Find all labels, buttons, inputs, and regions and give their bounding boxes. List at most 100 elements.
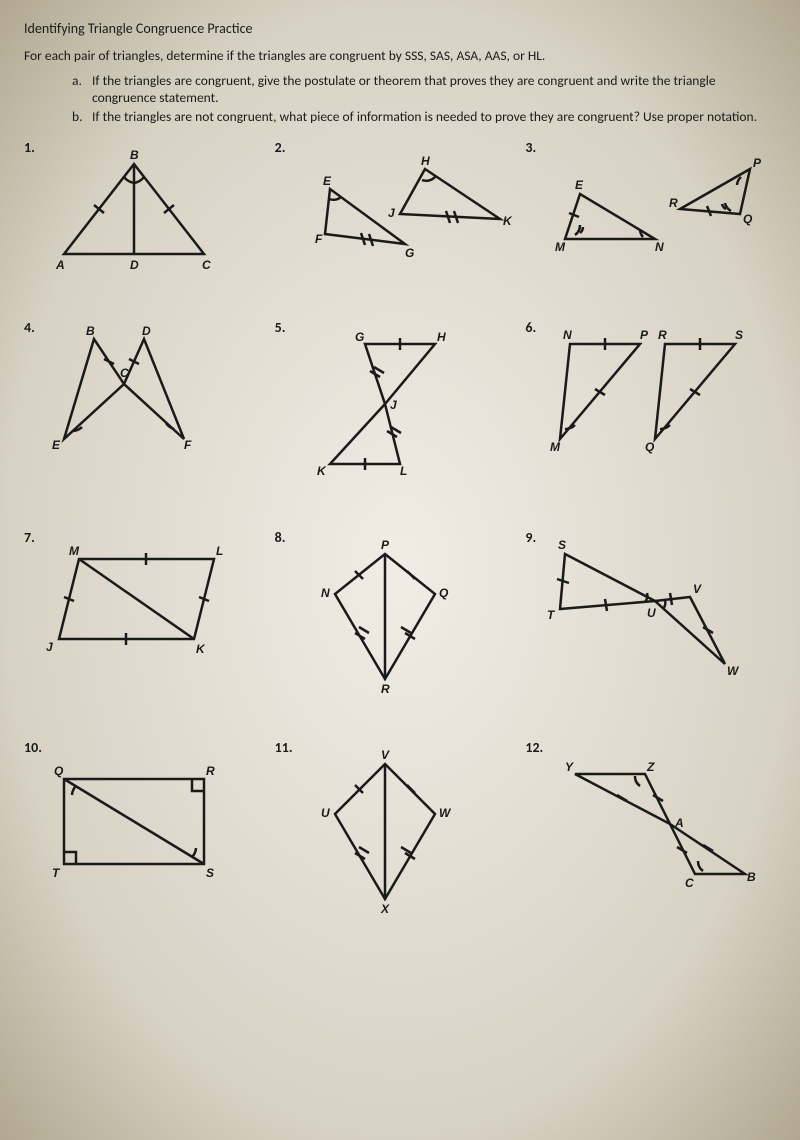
svg-text:Q: Q <box>54 764 64 778</box>
problem-number: 6. <box>525 319 536 336</box>
triangle-diagram-8: P N Q R <box>275 529 495 699</box>
svg-text:S: S <box>735 328 743 342</box>
svg-text:V: V <box>381 748 390 762</box>
problem-grid: 1. A B C D 2. <box>24 139 776 919</box>
svg-text:J: J <box>388 206 395 220</box>
svg-text:X: X <box>380 902 390 916</box>
svg-text:T: T <box>547 608 556 622</box>
problem-number: 11. <box>275 739 293 756</box>
sub-b-text: If the triangles are not congruent, what… <box>92 108 757 125</box>
problem-5: 5. G H J K L <box>275 319 526 489</box>
problem-4: 4. B D C E F <box>24 319 275 489</box>
svg-text:M: M <box>555 240 566 254</box>
triangle-diagram-11: V U W X <box>275 739 495 919</box>
svg-text:H: H <box>421 154 430 168</box>
svg-text:B: B <box>130 148 139 162</box>
sub-b-letter: b. <box>72 108 92 125</box>
svg-text:Q: Q <box>645 440 655 454</box>
svg-text:R: R <box>381 682 390 696</box>
svg-text:K: K <box>196 642 206 656</box>
svg-text:R: R <box>669 196 678 210</box>
problem-number: 12. <box>525 739 543 756</box>
problem-7: 7. M L K J <box>24 529 275 699</box>
svg-text:C: C <box>685 876 694 890</box>
svg-text:B: B <box>747 870 756 884</box>
svg-text:V: V <box>693 582 702 596</box>
svg-text:P: P <box>640 328 649 342</box>
worksheet-title: Identifying Triangle Congruence Practice <box>24 20 776 37</box>
svg-text:A: A <box>55 258 65 272</box>
problem-6: 6. N P M R S Q <box>525 319 776 489</box>
problem-number: 10. <box>24 739 42 756</box>
problem-10: 10. Q R S T <box>24 739 275 919</box>
problem-9: 9. S T U V W <box>525 529 776 699</box>
svg-text:E: E <box>575 178 584 192</box>
svg-text:R: R <box>206 764 215 778</box>
svg-text:Q: Q <box>743 212 753 226</box>
svg-text:U: U <box>647 606 656 620</box>
svg-text:P: P <box>753 156 762 170</box>
svg-text:H: H <box>437 330 446 344</box>
svg-text:W: W <box>439 806 452 820</box>
problem-2: 2. E F G H J K <box>275 139 526 279</box>
problem-number: 1. <box>24 139 35 156</box>
svg-text:W: W <box>727 664 740 678</box>
problem-number: 2. <box>275 139 286 156</box>
svg-text:C: C <box>202 258 211 272</box>
triangle-diagram-7: M L K J <box>24 529 254 679</box>
svg-text:G: G <box>405 246 414 260</box>
problem-8: 8. P N Q R <box>275 529 526 699</box>
problem-number: 3. <box>525 139 536 156</box>
svg-text:D: D <box>142 324 151 338</box>
triangle-diagram-4: B D C E F <box>24 319 244 479</box>
triangle-diagram-9: S T U V W <box>525 529 775 689</box>
svg-text:K: K <box>317 464 327 478</box>
problem-3: 3. E M N P Q <box>525 139 776 279</box>
svg-text:M: M <box>69 544 80 558</box>
instructions-text: For each pair of triangles, determine if… <box>24 47 776 64</box>
svg-text:E: E <box>52 438 61 452</box>
svg-text:F: F <box>184 438 192 452</box>
svg-text:U: U <box>321 806 330 820</box>
sublist: a. If the triangles are congruent, give … <box>72 72 776 125</box>
svg-text:R: R <box>658 328 667 342</box>
triangle-diagram-5: G H J K L <box>275 319 495 489</box>
svg-text:Q: Q <box>439 586 449 600</box>
svg-text:A: A <box>674 816 684 830</box>
svg-text:T: T <box>52 866 61 880</box>
problem-number: 9. <box>525 529 536 546</box>
problem-number: 5. <box>275 319 286 336</box>
problem-1: 1. A B C D <box>24 139 275 279</box>
triangle-diagram-12: Y Z A C B <box>525 739 775 909</box>
svg-text:N: N <box>655 240 664 254</box>
svg-text:S: S <box>206 866 214 880</box>
svg-text:C: C <box>120 366 129 380</box>
triangle-diagram-6: N P M R S Q <box>525 319 775 479</box>
triangle-diagram-3: E M N P Q R <box>525 139 775 279</box>
svg-text:S: S <box>558 538 566 552</box>
svg-text:F: F <box>315 232 323 246</box>
svg-text:E: E <box>323 174 332 188</box>
svg-text:J: J <box>46 640 53 654</box>
sub-a-text: If the triangles are congruent, give the… <box>92 72 776 106</box>
svg-text:D: D <box>130 258 139 272</box>
svg-text:B: B <box>86 324 95 338</box>
triangle-diagram-2: E F G H J K <box>275 139 525 279</box>
svg-text:Y: Y <box>565 760 574 774</box>
svg-text:P: P <box>381 538 390 552</box>
svg-text:N: N <box>563 328 572 342</box>
problem-number: 7. <box>24 529 35 546</box>
problem-number: 8. <box>275 529 286 546</box>
triangle-diagram-1: A B C D <box>24 139 244 279</box>
svg-text:N: N <box>321 586 330 600</box>
problem-12: 12. Y Z A C B <box>525 739 776 919</box>
svg-text:J: J <box>390 398 397 412</box>
svg-text:L: L <box>216 544 223 558</box>
sub-a-letter: a. <box>72 72 92 106</box>
svg-text:M: M <box>550 440 561 454</box>
svg-text:G: G <box>355 330 364 344</box>
triangle-diagram-10: Q R S T <box>24 739 244 899</box>
svg-text:K: K <box>503 214 513 228</box>
problem-11: 11. V U W X <box>275 739 526 919</box>
svg-text:Z: Z <box>646 760 655 774</box>
